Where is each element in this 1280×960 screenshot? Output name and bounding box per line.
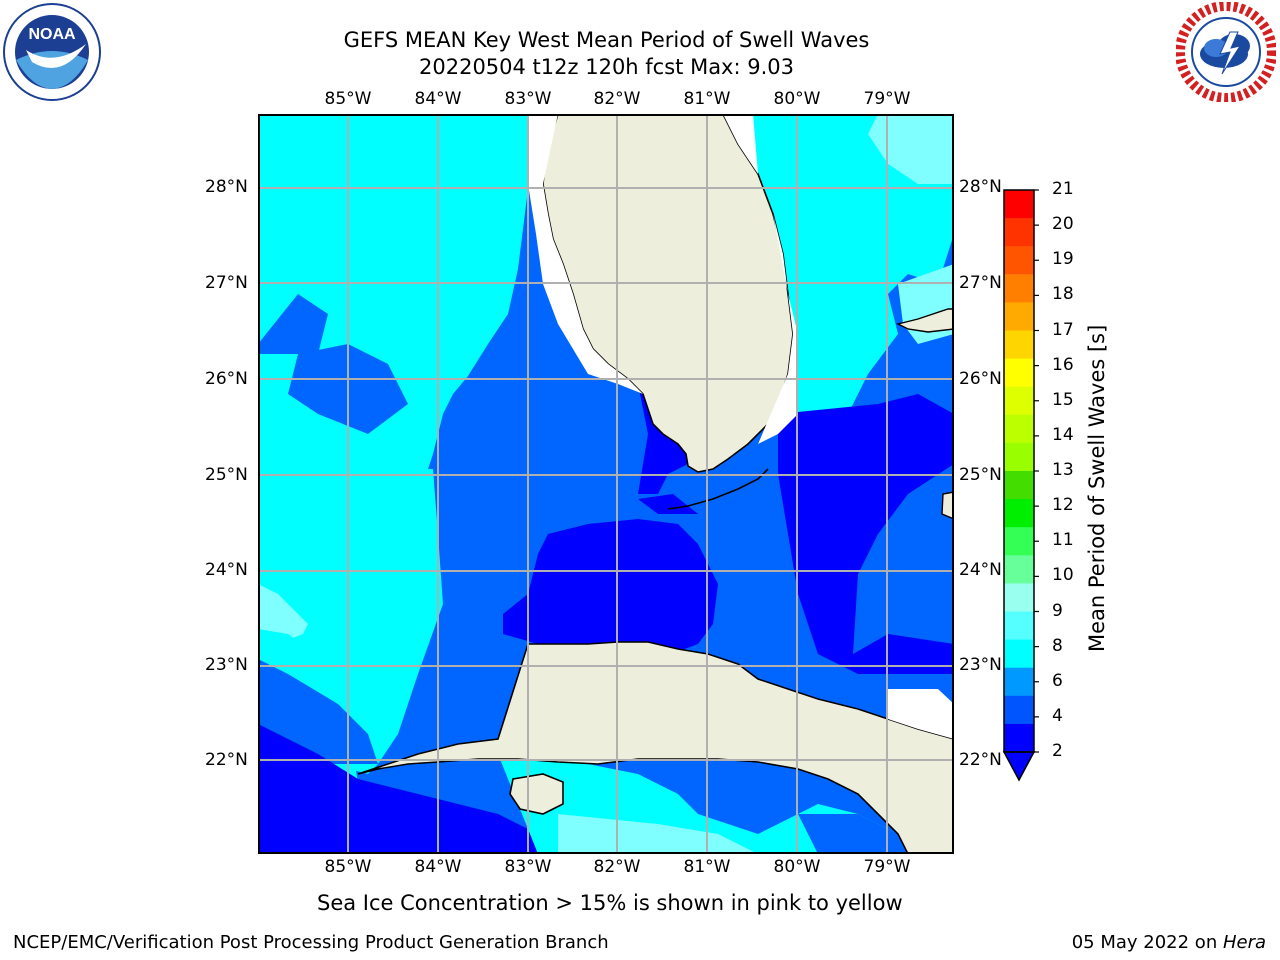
colorbar-tick-label: 2 [1052, 741, 1063, 761]
colorbar-segment [1004, 527, 1034, 556]
noaa-logo: NOAA [2, 2, 102, 102]
footer-branch: NCEP/EMC/Verification Post Processing Pr… [13, 932, 609, 953]
footer-machine: Hera [1222, 932, 1266, 953]
colorbar-segment [1004, 555, 1034, 584]
lon-label-bottom: 85°W [324, 857, 372, 877]
lon-label-top: 79°W [863, 89, 911, 109]
lon-label-top: 82°W [593, 89, 641, 109]
colorbar-segment [1004, 190, 1034, 219]
colorbar-tick-label: 18 [1052, 284, 1074, 305]
colorbar-tick-label: 19 [1052, 249, 1074, 270]
colorbar-tick-label: 12 [1052, 495, 1074, 516]
graticule [258, 114, 954, 854]
lon-label-top: 81°W [683, 89, 731, 109]
lat-label-right: 22°N [959, 750, 1002, 770]
lon-label-bottom: 83°W [504, 857, 552, 877]
colorbar-tick-label: 10 [1052, 565, 1074, 586]
lon-label-bottom: 81°W [683, 857, 731, 877]
lon-label-top: 85°W [324, 89, 372, 109]
colorbar-segment [1004, 695, 1034, 725]
lat-label-left: 27°N [205, 273, 248, 293]
colorbar-tick-label: 6 [1052, 670, 1063, 691]
colorbar-segment [1004, 414, 1034, 444]
colorbar-tick-label: 15 [1052, 389, 1074, 410]
colorbar-tick-label: 16 [1052, 354, 1074, 375]
lat-label-right: 25°N [959, 465, 1002, 485]
lat-label-right: 28°N [959, 177, 1002, 197]
colorbar-segment [1004, 442, 1034, 472]
swell-period-map [258, 113, 955, 855]
ocean-band-6-8s [258, 584, 308, 644]
footer-date-text: 05 May 2022 on [1071, 932, 1223, 953]
colorbar-tick-label: 11 [1052, 530, 1074, 551]
colorbar-extension-triangle [1002, 751, 1036, 782]
lat-label-left: 24°N [205, 560, 248, 580]
colorbar-tick-label: 20 [1052, 214, 1074, 235]
colorbar-label: Mean Period of Swell Waves [s] [1085, 324, 1109, 652]
noaa-logo-text: NOAA [28, 26, 76, 43]
isle-of-youth [509, 773, 564, 815]
colorbar-segment [1004, 471, 1034, 500]
colorbar-segment [1004, 639, 1034, 669]
lat-label-right: 27°N [959, 273, 1002, 293]
lon-label-top: 83°W [504, 89, 552, 109]
lat-label-right: 24°N [959, 560, 1002, 580]
colorbar-tick-label: 21 [1052, 179, 1074, 199]
nws-logo [1175, 1, 1277, 103]
map-title-line1: GEFS MEAN Key West Mean Period of Swell … [343, 28, 870, 52]
lat-label-left: 26°N [205, 369, 248, 389]
lon-label-bottom: 82°W [593, 857, 641, 877]
lon-label-bottom: 79°W [863, 857, 911, 877]
lat-label-left: 22°N [205, 750, 248, 770]
ocean-band-0-2s-south [258, 724, 558, 854]
colorbar-segment [1004, 499, 1034, 528]
colorbar-tick-label: 14 [1052, 424, 1074, 445]
lat-label-right: 23°N [959, 655, 1002, 675]
lon-label-bottom: 80°W [773, 857, 821, 877]
colorbar-segment [1004, 723, 1034, 753]
colorbar-segment [1004, 246, 1034, 275]
sea-ice-note: Sea Ice Concentration > 15% is shown in … [317, 891, 903, 915]
colorbar-segment [1004, 302, 1034, 331]
colorbar [1000, 186, 1040, 786]
colorbar-segment [1004, 611, 1034, 641]
footer-date: 05 May 2022 on Hera [1072, 932, 1266, 953]
lat-label-left: 28°N [205, 177, 248, 197]
colorbar-tick-label: 9 [1052, 600, 1063, 621]
colorbar-tick-label: 13 [1052, 460, 1074, 480]
colorbar-segment [1004, 667, 1034, 697]
lat-label-left: 25°N [205, 465, 248, 485]
lon-label-top: 84°W [414, 89, 462, 109]
colorbar-tick-label: 8 [1052, 635, 1063, 656]
colorbar-tick-label: 4 [1052, 705, 1063, 726]
colorbar-segment [1004, 583, 1034, 612]
lon-label-bottom: 84°W [414, 857, 462, 877]
colorbar-segment [1004, 330, 1034, 360]
lat-label-left: 23°N [205, 655, 248, 675]
map-title-line2: 20220504 t12z 120h fcst Max: 9.03 [419, 55, 794, 79]
colorbar-segment [1004, 274, 1034, 303]
colorbar-segment [1004, 218, 1034, 247]
ocean-band-4-6s-east [748, 114, 954, 424]
colorbar-segment [1004, 358, 1034, 388]
lat-label-right: 26°N [959, 369, 1002, 389]
lon-label-top: 80°W [773, 89, 821, 109]
ocean-band-0-2s-east [778, 394, 954, 674]
map-frame [258, 114, 954, 854]
colorbar-segment [1004, 386, 1034, 416]
ocean-band-0-2s-central [503, 519, 718, 659]
colorbar-tick-label: 17 [1052, 319, 1074, 340]
